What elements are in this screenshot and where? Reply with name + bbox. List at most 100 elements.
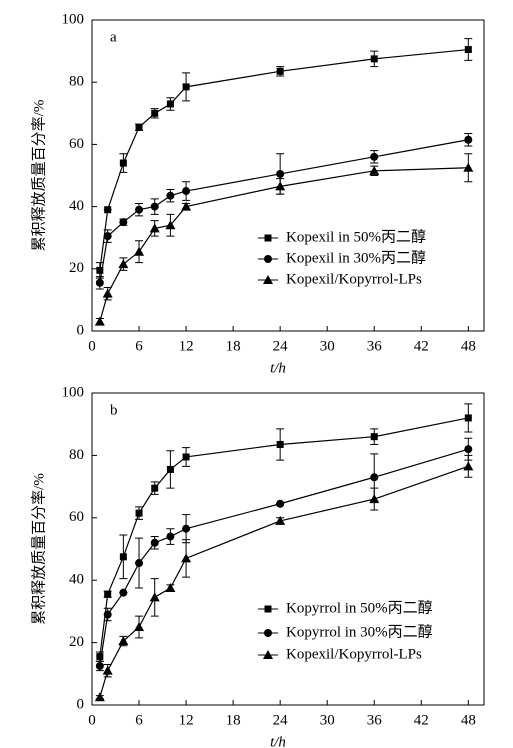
marker (149, 592, 160, 602)
marker (119, 553, 127, 561)
marker (166, 465, 174, 473)
marker (135, 205, 144, 214)
legend-label: Kopyrrol in 50%丙二醇 (286, 599, 433, 616)
x-tick-label: 6 (135, 338, 143, 354)
legend-label: Kopexil in 50%丙二醇 (286, 228, 426, 245)
marker (276, 499, 285, 508)
marker (150, 538, 159, 547)
legend-marker (263, 650, 273, 659)
series-line (99, 448, 469, 667)
legend-marker (264, 234, 272, 242)
series-line (99, 167, 469, 322)
series-line (99, 417, 469, 657)
legend-marker (264, 255, 272, 263)
marker (370, 473, 379, 482)
x-tick-label: 36 (367, 338, 383, 354)
y-tick-label: 20 (69, 260, 84, 276)
x-tick-label: 30 (320, 712, 335, 728)
x-tick-label: 42 (414, 712, 429, 728)
marker (96, 653, 104, 661)
x-tick-label: 48 (461, 338, 476, 354)
marker (369, 165, 380, 175)
plot-frame (91, 392, 485, 706)
legend-marker (264, 629, 272, 637)
marker (95, 662, 104, 670)
marker (370, 55, 378, 63)
marker (134, 246, 145, 256)
y-tick-label: 100 (62, 11, 85, 27)
x-tick-label: 6 (135, 712, 143, 728)
y-tick-label: 40 (69, 572, 84, 588)
x-tick-label: 18 (226, 338, 241, 354)
legend-label: Kopexil in 30%丙二醇 (286, 249, 426, 266)
x-tick-label: 12 (179, 712, 194, 728)
series-line (99, 139, 469, 283)
marker (182, 453, 190, 461)
marker (119, 588, 128, 597)
marker (119, 218, 128, 227)
legend-label: Kopexil/Kopyrrol-LPs (286, 271, 422, 287)
marker (95, 278, 104, 287)
marker (118, 636, 129, 646)
x-tick-label: 36 (367, 712, 383, 728)
marker (463, 461, 474, 471)
y-axis-label: 累积释放质量百分率/% (30, 100, 47, 252)
y-tick-label: 80 (69, 447, 84, 463)
plot-frame (91, 19, 485, 332)
marker (182, 524, 191, 533)
marker (369, 494, 380, 504)
marker (276, 169, 285, 178)
legend-label: Kopyrrol in 30%丙二醇 (286, 623, 433, 640)
y-tick-label: 20 (69, 634, 84, 650)
y-tick-label: 60 (69, 136, 84, 152)
marker (181, 553, 192, 563)
series-line (99, 48, 469, 271)
marker (165, 220, 176, 230)
marker (118, 259, 129, 269)
marker (102, 288, 113, 298)
marker (464, 414, 472, 422)
legend-marker (264, 605, 272, 613)
marker (166, 191, 175, 200)
x-tick-label: 24 (273, 712, 289, 728)
marker (151, 484, 159, 492)
x-tick-label: 0 (88, 338, 96, 354)
marker (370, 152, 379, 161)
x-tick-label: 0 (88, 712, 96, 728)
marker (463, 162, 474, 172)
marker (103, 610, 112, 619)
marker (94, 316, 105, 326)
marker (276, 67, 284, 75)
marker (103, 232, 112, 241)
y-tick-label: 80 (69, 74, 84, 90)
x-tick-label: 30 (320, 338, 335, 354)
x-axis-label: t/h (270, 734, 286, 748)
y-tick-label: 0 (77, 696, 85, 712)
y-tick-label: 60 (69, 509, 84, 525)
marker (276, 440, 284, 448)
y-tick-label: 0 (77, 322, 85, 338)
x-tick-label: 42 (414, 338, 429, 354)
marker (134, 622, 145, 631)
marker (182, 83, 190, 91)
marker (464, 46, 472, 54)
marker (464, 135, 473, 144)
marker (135, 123, 143, 131)
marker (149, 223, 160, 233)
marker (181, 201, 192, 211)
legend-label: Kopexil/Kopyrrol-LPs (286, 646, 422, 662)
marker (166, 532, 175, 541)
x-tick-label: 12 (179, 338, 194, 354)
x-tick-label: 24 (273, 338, 289, 354)
marker (104, 590, 112, 598)
marker (166, 100, 174, 108)
y-tick-label: 100 (62, 384, 85, 400)
panel-label: a (110, 29, 117, 45)
marker (370, 433, 378, 441)
y-axis-label: 累积释放质量百分率/% (30, 473, 47, 625)
marker (119, 159, 127, 167)
x-tick-label: 18 (226, 712, 241, 728)
marker (165, 583, 176, 592)
marker (135, 509, 143, 517)
